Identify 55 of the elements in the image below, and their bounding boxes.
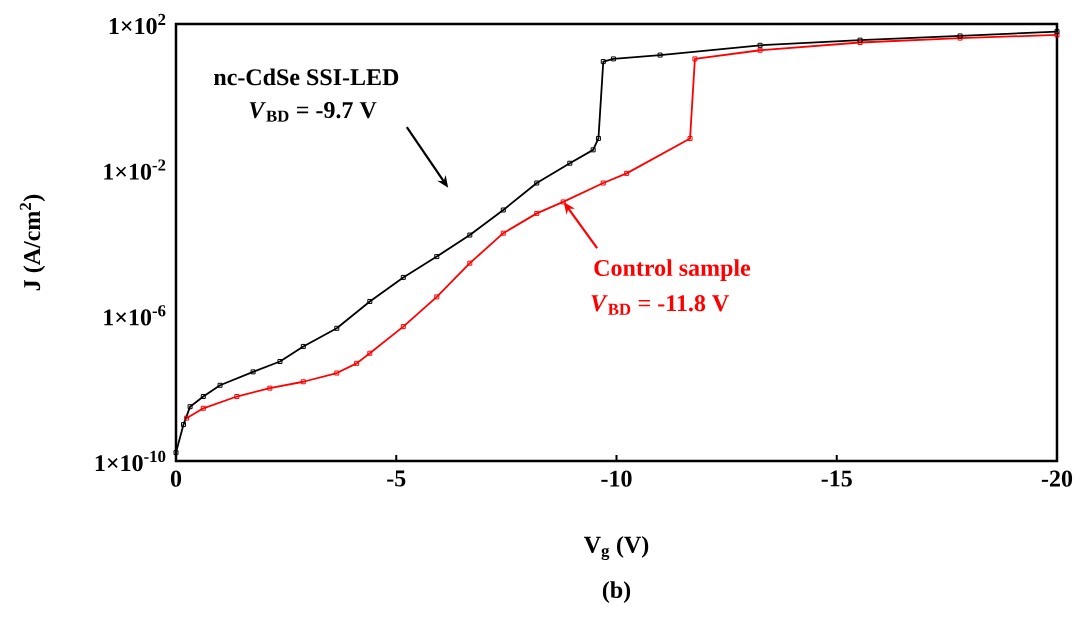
point bbox=[595, 135, 601, 141]
x-tick-label: -15 bbox=[821, 470, 852, 487]
point bbox=[600, 180, 606, 186]
point bbox=[692, 56, 698, 62]
point bbox=[367, 350, 373, 356]
point bbox=[500, 230, 506, 236]
point bbox=[400, 274, 406, 280]
point bbox=[624, 170, 630, 176]
point bbox=[334, 325, 340, 331]
point bbox=[534, 180, 540, 186]
y-tick-label: 1×10$^{-6}$ bbox=[104, 305, 166, 326]
point bbox=[467, 260, 473, 266]
point bbox=[180, 422, 186, 428]
point bbox=[187, 404, 193, 410]
x-tick-label: 0 bbox=[170, 470, 182, 487]
point bbox=[300, 343, 306, 349]
x-tick-label: -20 bbox=[1041, 470, 1073, 487]
point bbox=[567, 160, 573, 166]
point bbox=[250, 369, 256, 375]
y-tick-label: 1×10$^{2}$ bbox=[109, 13, 166, 35]
point bbox=[200, 394, 206, 399]
point bbox=[367, 298, 373, 304]
annotation: Control sample bbox=[594, 259, 751, 281]
point bbox=[300, 379, 306, 385]
point bbox=[334, 370, 340, 376]
annotation: V$_{BD}$ = -9.7 V bbox=[249, 102, 377, 122]
point bbox=[434, 254, 440, 260]
point bbox=[200, 405, 206, 411]
point bbox=[657, 52, 663, 58]
point bbox=[610, 56, 616, 62]
x-tick-label: -5 bbox=[387, 470, 406, 487]
point bbox=[267, 385, 273, 391]
annotation: nc-CdSe SSI-LED bbox=[214, 68, 399, 86]
x-tick-label: -10 bbox=[601, 470, 632, 487]
point bbox=[600, 59, 606, 65]
text: (b) bbox=[602, 581, 631, 603]
y-tick-label: 1×10$^{-2}$ bbox=[104, 159, 166, 180]
point bbox=[234, 394, 240, 399]
point bbox=[277, 358, 283, 364]
x-axis-title: V$_{g}$ (V) bbox=[583, 535, 649, 560]
point bbox=[534, 210, 540, 216]
point bbox=[400, 324, 406, 330]
point bbox=[757, 42, 763, 48]
point bbox=[354, 360, 360, 366]
point bbox=[687, 135, 693, 141]
point bbox=[757, 47, 763, 53]
point bbox=[590, 147, 596, 153]
annotation: V$_{BD}$ = -11.8 V bbox=[591, 295, 729, 315]
y-axis-title: J (A/cm$^{2}$) bbox=[19, 194, 46, 291]
point bbox=[467, 232, 473, 238]
point bbox=[500, 207, 506, 213]
point bbox=[434, 294, 440, 300]
point bbox=[560, 199, 566, 205]
y-tick-label: 1×10$^{-10}$ bbox=[95, 450, 166, 472]
point bbox=[217, 382, 223, 388]
